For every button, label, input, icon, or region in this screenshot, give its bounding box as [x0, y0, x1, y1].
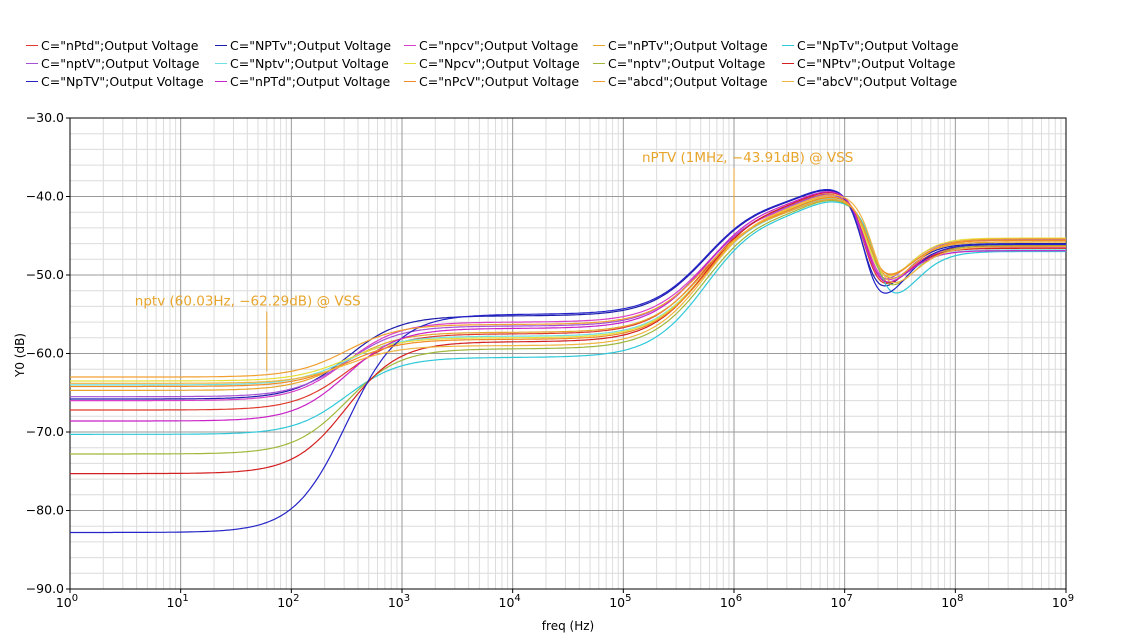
series-line	[70, 191, 1066, 422]
marker-label: nptv (60.03Hz, −62.29dB) @ VSS	[135, 293, 361, 309]
y-tick-label: −80.0	[26, 503, 64, 518]
y-tick-label: −40.0	[26, 189, 64, 204]
legend-item: C="NpTv";Output Voltage	[782, 38, 959, 54]
legend-swatch	[215, 45, 227, 46]
legend-item: C="npcv";Output Voltage	[404, 38, 578, 54]
legend-label: C="nptv";Output Voltage	[608, 56, 766, 71]
series-line	[70, 201, 1066, 435]
series-line	[70, 196, 1066, 388]
legend-label: C="nptV";Output Voltage	[41, 56, 200, 71]
legend-item: C="NPtv";Output Voltage	[782, 56, 955, 72]
legend-item: C="nPtd";Output Voltage	[26, 38, 199, 54]
legend-label: C="Npcv";Output Voltage	[419, 56, 580, 71]
legend-swatch	[782, 81, 794, 82]
legend-label: C="NPTv";Output Voltage	[230, 38, 392, 53]
y-axis-title: Y0 (dB)	[13, 333, 27, 378]
y-tick-label: −50.0	[26, 267, 64, 282]
legend-swatch	[26, 81, 38, 82]
x-tick-label: 105	[609, 593, 631, 610]
legend-item: C="NpTV";Output Voltage	[26, 74, 204, 90]
legend-label: C="abcV";Output Voltage	[797, 74, 958, 89]
grid	[69, 117, 1067, 590]
x-tick-label: 100	[56, 593, 78, 610]
series-line	[70, 198, 1066, 386]
legend-swatch	[593, 81, 605, 82]
legend-label: C="NpTV";Output Voltage	[41, 74, 204, 89]
legend-swatch	[782, 63, 794, 64]
x-tick-label: 104	[499, 593, 521, 610]
markers: nptv (60.03Hz, −62.29dB) @ VSS nPTV (1MHz…	[135, 150, 853, 372]
legend-item: C="nPTv";Output Voltage	[593, 38, 768, 54]
series-line	[70, 189, 1066, 534]
x-tick-label: 106	[720, 593, 742, 610]
legend-swatch	[593, 63, 605, 64]
legend-swatch	[215, 81, 227, 82]
x-tick-label: 102	[277, 593, 299, 610]
x-tick-label: 108	[941, 593, 963, 610]
legend-label: C="NpTv";Output Voltage	[797, 38, 959, 53]
y-tick-label: −30.0	[26, 110, 64, 125]
legend-item: C="Npcv";Output Voltage	[404, 56, 580, 72]
x-tick-label: 107	[831, 593, 853, 610]
x-tick-label: 103	[388, 593, 410, 610]
series-line	[70, 198, 1066, 378]
legend-item: C="nptv";Output Voltage	[593, 56, 765, 72]
y-tick-label: −70.0	[26, 424, 64, 439]
legend-label: C="nPcV";Output Voltage	[419, 74, 580, 89]
legend-label: C="nPTv";Output Voltage	[608, 38, 768, 53]
x-axis-title: freq (Hz)	[542, 619, 594, 633]
legend-swatch	[404, 45, 416, 46]
x-tick-label: 101	[167, 593, 189, 610]
series-line	[70, 199, 1066, 455]
legend-label: C="Nptv";Output Voltage	[230, 56, 389, 71]
legend-item: C="abcd";Output Voltage	[593, 74, 768, 90]
legend-label: C="nPtd";Output Voltage	[41, 38, 199, 53]
legend-item: C="nPTd";Output Voltage	[215, 74, 390, 90]
legend-swatch	[26, 63, 38, 64]
legend-label: C="NPtv";Output Voltage	[797, 56, 956, 71]
legend-label: C="abcd";Output Voltage	[608, 74, 768, 89]
legend-item: C="abcV";Output Voltage	[782, 74, 957, 90]
series-curves	[70, 189, 1066, 534]
legend-swatch	[404, 63, 416, 64]
legend: C="nPtd";Output Voltage C="NPTv";Output V…	[0, 0, 1121, 100]
legend-swatch	[215, 63, 227, 64]
legend-item: C="nPcV";Output Voltage	[404, 74, 579, 90]
legend-swatch	[593, 45, 605, 46]
legend-label: C="npcv";Output Voltage	[419, 38, 579, 53]
y-tick-label: −60.0	[26, 346, 64, 361]
legend-item: C="Nptv";Output Voltage	[215, 56, 389, 72]
marker-label: nPTV (1MHz, −43.91dB) @ VSS	[642, 150, 853, 166]
y-tick-label: −90.0	[26, 581, 64, 596]
x-tick-label: 109	[1052, 593, 1074, 610]
legend-item: C="nptV";Output Voltage	[26, 56, 200, 72]
series-line	[70, 194, 1066, 384]
legend-swatch	[782, 45, 794, 46]
legend-swatch	[26, 45, 38, 46]
legend-swatch	[404, 81, 416, 82]
legend-item: C="NPTv";Output Voltage	[215, 38, 391, 54]
legend-label: C="nPTd";Output Voltage	[230, 74, 391, 89]
